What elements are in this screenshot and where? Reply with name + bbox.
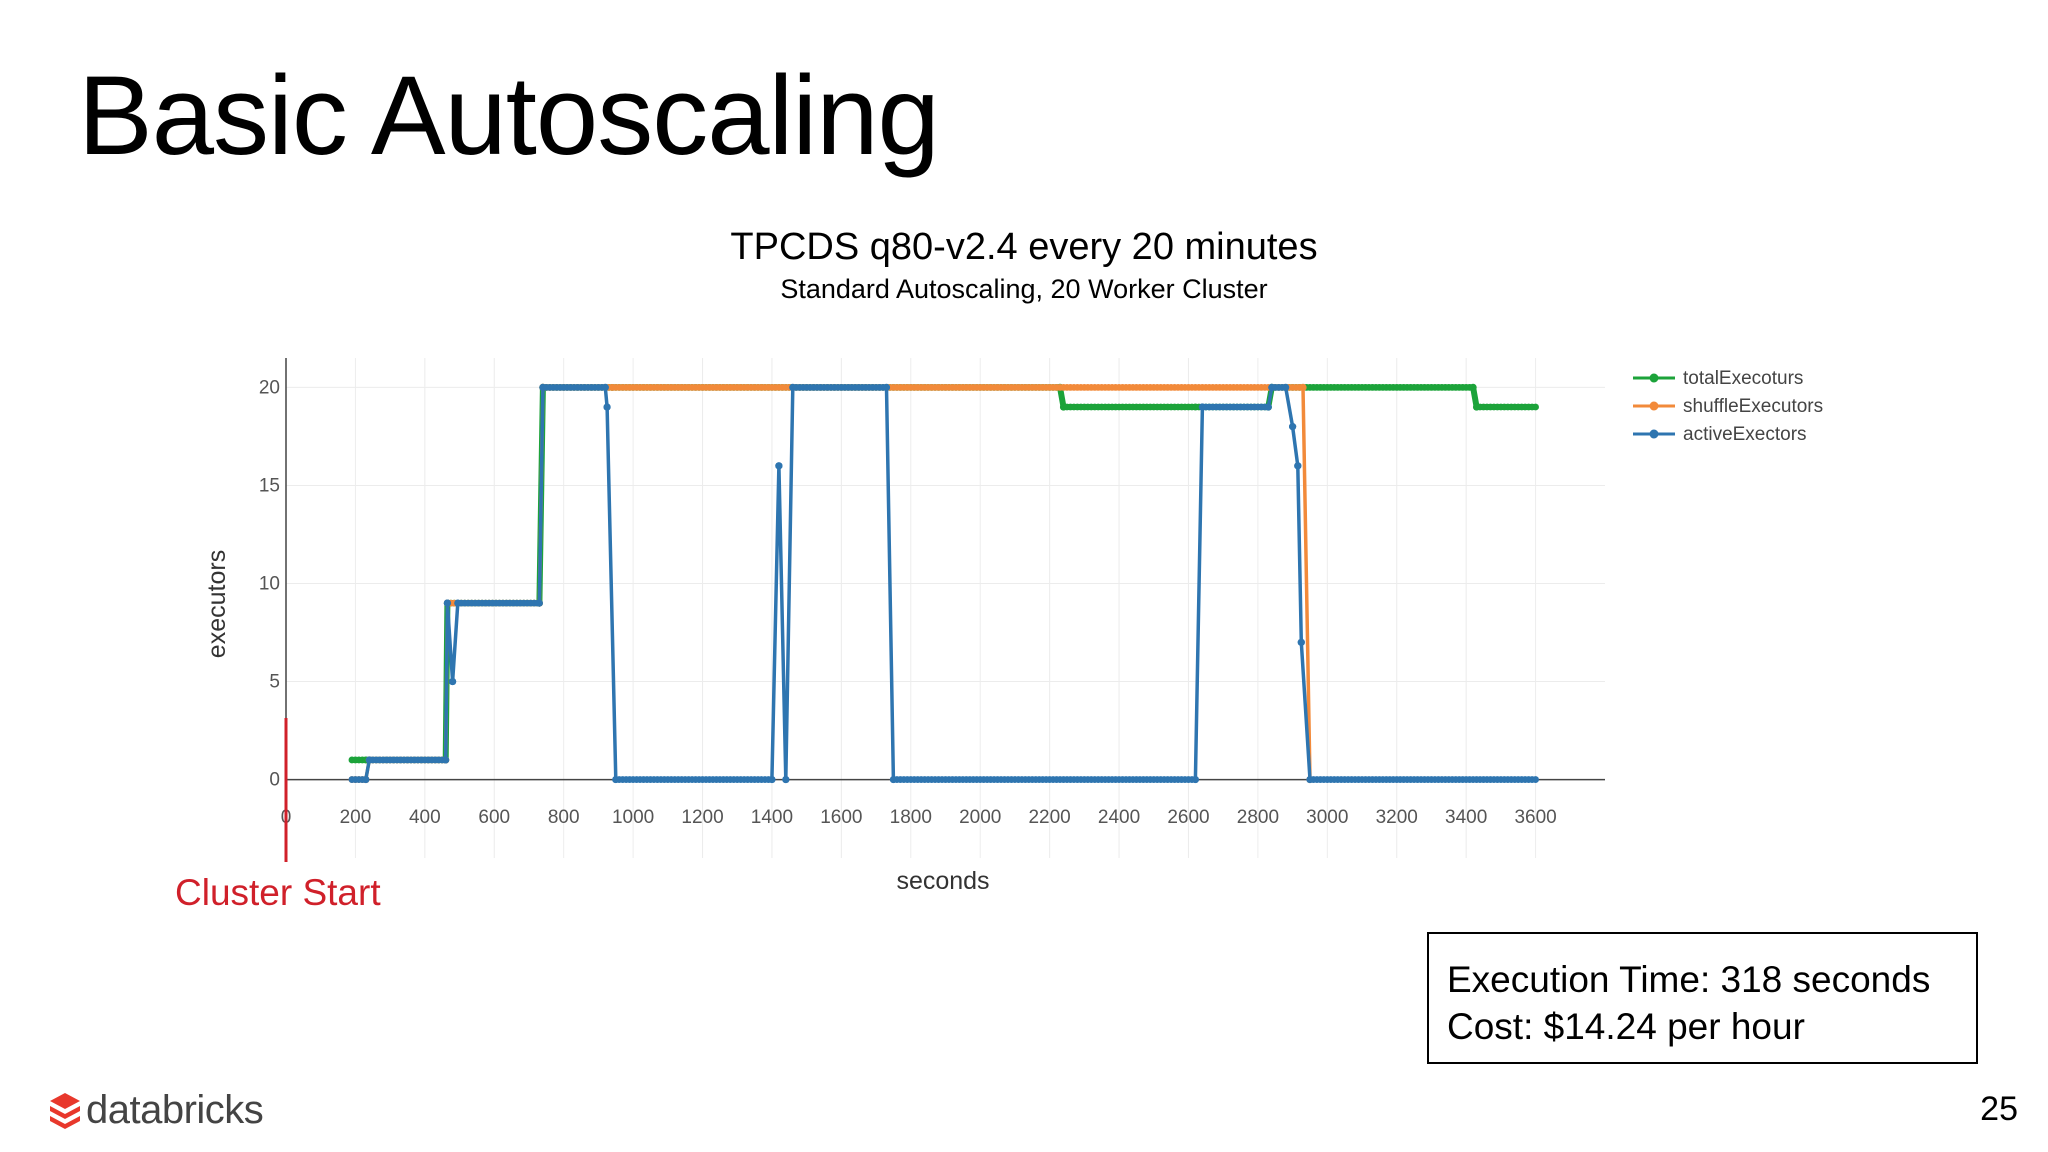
legend-swatch-marker (1649, 429, 1659, 439)
chart-legend[interactable]: totalExecoturs shuffleExecutors activeExec… (1633, 368, 1823, 445)
data-point (601, 383, 609, 392)
x-tick-label: 200 (340, 807, 372, 828)
x-tick-label: 1000 (612, 807, 654, 828)
data-point (1297, 638, 1305, 646)
y-tick-label: 15 (259, 475, 280, 496)
data-point (443, 599, 452, 607)
data-point (449, 677, 457, 686)
data-point (1282, 383, 1290, 392)
cluster-start-label: Cluster Start (175, 872, 381, 913)
series-line-activeExectors (351, 385, 1536, 782)
series-totalExecoturs (348, 383, 1539, 764)
x-tick-label: 3000 (1306, 807, 1348, 828)
x-tick-label: 3600 (1514, 807, 1556, 828)
legend-label: shuffleExecutors (1683, 396, 1823, 417)
data-point (603, 403, 611, 411)
data-point (782, 775, 790, 784)
data-point (1289, 423, 1297, 431)
y-tick-label: 0 (269, 770, 280, 791)
x-tick-label: 2600 (1167, 807, 1209, 828)
page-number: 25 (1980, 1090, 2018, 1128)
cost-text: Cost: $14.24 per hour (1447, 1006, 1805, 1047)
databricks-logo-icon (50, 1093, 80, 1129)
data-point (1532, 776, 1539, 783)
y-tick-label: 5 (269, 672, 280, 693)
legend-item-totalExecoturs[interactable]: totalExecoturs (1633, 368, 1803, 389)
x-tick-label: 1200 (681, 807, 723, 828)
execution-time-text: Execution Time: 318 seconds (1447, 959, 1931, 1000)
x-tick-label: 3400 (1445, 807, 1487, 828)
data-point (1469, 383, 1477, 392)
legend-label: totalExecoturs (1683, 368, 1803, 389)
execution-info-box: Execution Time: 318 seconds Cost: $14.24… (1427, 932, 1978, 1064)
brand-logo: databricks (48, 1087, 264, 1132)
x-tick-label: 400 (409, 807, 441, 828)
x-tick-label: 2800 (1237, 807, 1279, 828)
data-point (775, 462, 783, 470)
y-tick-label: 20 (259, 377, 280, 398)
legend-swatch-marker (1649, 373, 1659, 383)
x-tick-label: 3200 (1376, 807, 1418, 828)
data-point (442, 756, 450, 764)
brand-name: databricks (86, 1087, 264, 1132)
data-point (1264, 403, 1272, 411)
chart-subtitle: Standard Autoscaling, 20 Worker Cluster (780, 274, 1268, 304)
x-tick-label: 1400 (751, 807, 793, 828)
series-line-totalExecoturs (351, 384, 1536, 763)
chart-series (348, 383, 1539, 784)
line-chart: 0 200 400 600 800 1000 1200 1400 1600 1800 2000 220… (203, 358, 1823, 895)
data-point (882, 383, 891, 392)
data-point (1532, 403, 1539, 411)
data-point (1294, 462, 1302, 470)
x-tick-label: 1800 (890, 807, 932, 828)
y-axis-title: executors (203, 550, 231, 658)
legend-item-activeExectors[interactable]: activeExectors (1633, 424, 1807, 445)
chart-grid (285, 358, 1605, 858)
x-tick-label: 2400 (1098, 807, 1140, 828)
legend-label: activeExectors (1683, 424, 1807, 445)
data-point (535, 599, 543, 607)
series-activeExectors (348, 383, 1539, 784)
data-point (362, 775, 370, 784)
chart-ticks: 0 200 400 600 800 1000 1200 1400 1600 1800 2000 220… (259, 377, 1557, 828)
x-tick-label: 1600 (820, 807, 862, 828)
x-tick-label: 600 (478, 807, 510, 828)
legend-swatch-marker (1649, 401, 1659, 411)
x-axis-title: seconds (896, 867, 989, 895)
x-tick-label: 800 (548, 807, 580, 828)
y-tick-label: 10 (259, 573, 280, 594)
chart-axes (285, 358, 1605, 858)
x-tick-label: 2000 (959, 807, 1001, 828)
x-tick-label: 2200 (1028, 807, 1070, 828)
data-point (1299, 383, 1307, 392)
legend-item-shuffleExecutors[interactable]: shuffleExecutors (1633, 396, 1823, 417)
data-point (1191, 775, 1200, 784)
data-point (768, 775, 776, 784)
slide-title: Basic Autoscaling (78, 53, 940, 178)
chart-title: TPCDS q80-v2.4 every 20 minutes (730, 226, 1318, 268)
